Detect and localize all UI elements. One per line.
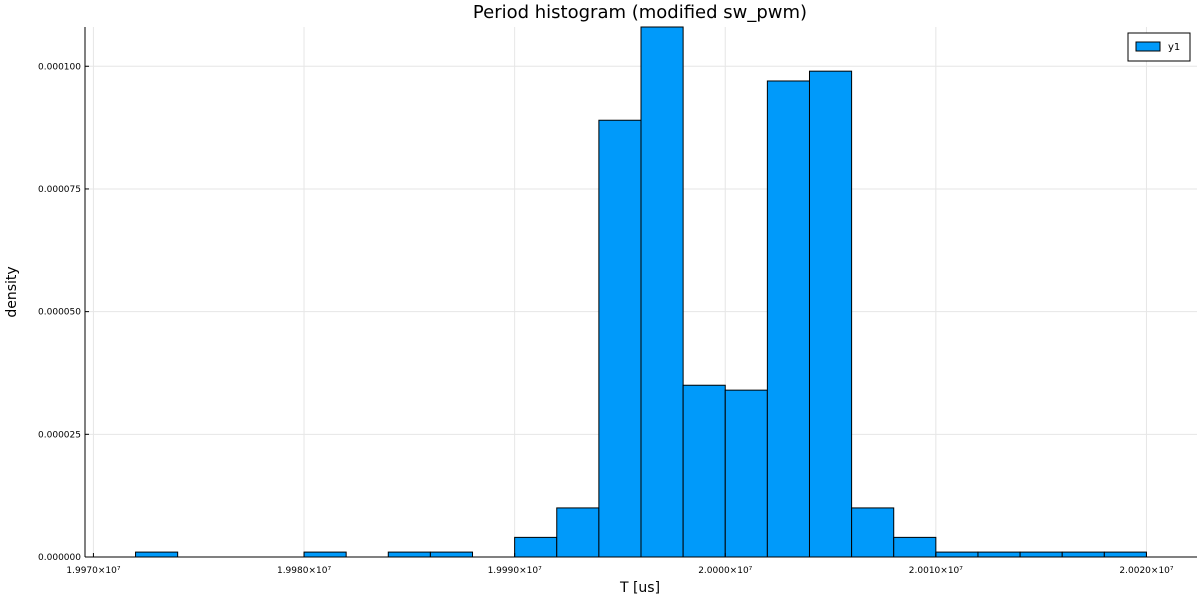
histogram-bar [135, 551, 179, 558]
histogram-bar [556, 507, 600, 558]
axes [84, 27, 1197, 558]
y-tick-label: 0.000025 [38, 430, 81, 440]
histogram-bar [514, 536, 558, 558]
y-ticks: 0.000000 0.000025 0.000050 0.000075 0.000100 [38, 62, 89, 563]
x-ticks: 1.9970×10⁷ 1.9980×10⁷ 1.9990×10⁷ 2.0000×10⁷… [66, 553, 1174, 576]
y-tick-label: 0.000100 [38, 62, 81, 72]
x-axis-label: T [us] [619, 580, 660, 596]
histogram-bar [724, 389, 768, 558]
histogram-bar [1019, 551, 1063, 558]
legend-swatch [1135, 41, 1161, 52]
x-tick-label: 2.0020×10⁷ [1119, 566, 1173, 576]
histogram-bar [682, 384, 726, 558]
x-tick-label: 1.9980×10⁷ [277, 566, 331, 576]
chart-title: Period histogram (modified sw_pwm) [473, 2, 807, 23]
y-tick-label: 0.000000 [38, 553, 81, 563]
histogram-bar [851, 507, 895, 558]
histogram-bar [429, 551, 474, 558]
histogram-bar [935, 551, 979, 558]
histogram-bar [640, 26, 684, 558]
x-tick-label: 2.0000×10⁷ [698, 566, 752, 576]
legend: y1 [1127, 32, 1191, 62]
x-tick-label: 1.9990×10⁷ [488, 566, 542, 576]
x-tick-label: 1.9970×10⁷ [66, 566, 120, 576]
histogram-bar [303, 551, 347, 558]
bars [135, 26, 1147, 558]
y-tick-label: 0.000075 [38, 185, 81, 195]
y-tick-label: 0.000050 [38, 308, 81, 318]
x-tick-label: 2.0010×10⁷ [909, 566, 963, 576]
histogram-bar [387, 551, 431, 558]
legend-label-y1: y1 [1168, 42, 1180, 53]
histogram-bar [1103, 551, 1147, 558]
histogram-bar [977, 551, 1021, 558]
histogram-bar [893, 536, 937, 558]
histogram-bar [766, 80, 810, 558]
histogram-bar [598, 119, 642, 558]
histogram-bar [808, 70, 853, 558]
y-axis-label: density [4, 266, 20, 317]
histogram-bar [1061, 551, 1105, 558]
